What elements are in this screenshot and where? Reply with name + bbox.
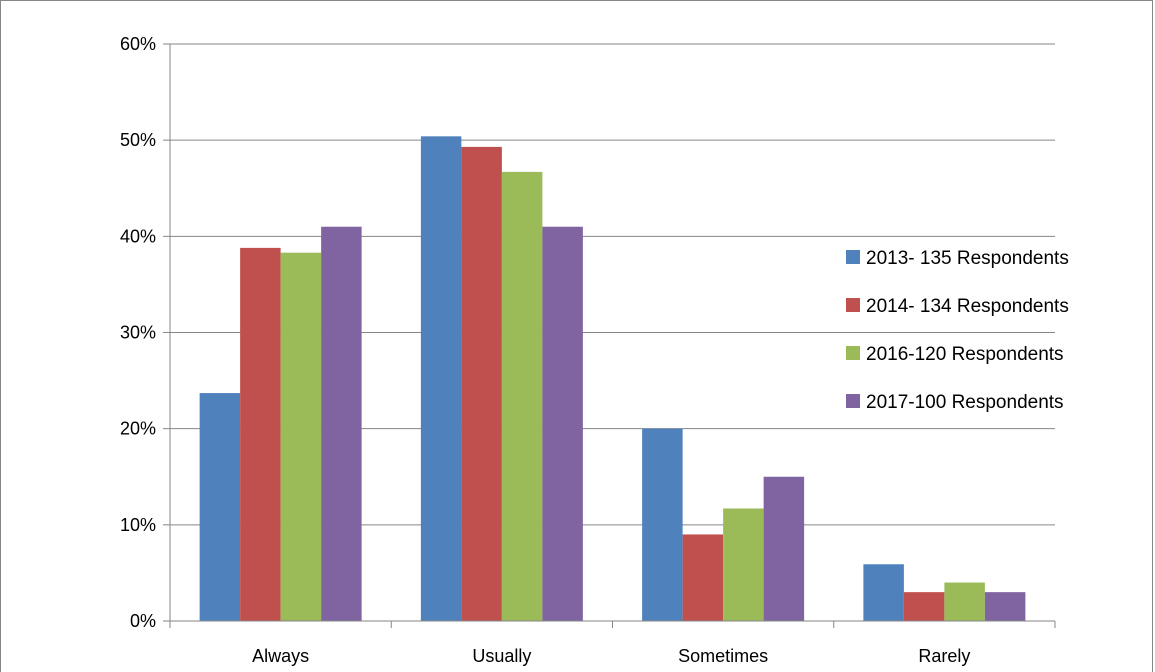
bar-rarely-series-4	[984, 592, 1026, 621]
bar-always-series-1	[199, 393, 241, 621]
legend-label: 2014- 134 Respondents	[866, 296, 1069, 317]
y-tick-label: 60%	[120, 34, 156, 54]
y-tick-label: 30%	[120, 323, 156, 343]
y-tick-label: 20%	[120, 419, 156, 439]
bar-usually-series-3	[501, 171, 543, 621]
x-tick-label: Sometimes	[678, 646, 768, 666]
x-tick-label: Always	[252, 646, 309, 666]
y-tick-label: 0%	[130, 611, 156, 631]
bar-rarely-series-2	[903, 592, 945, 621]
legend-label: 2017-100 Respondents	[866, 392, 1064, 413]
legend-label: 2016-120 Respondents	[866, 344, 1064, 365]
legend-swatch	[846, 394, 860, 408]
y-tick-label: 10%	[120, 515, 156, 535]
legend-swatch	[846, 250, 860, 264]
bar-usually-series-4	[542, 226, 583, 621]
x-tick-labels: Always Usually Sometimes Rarely	[252, 646, 970, 666]
bar-usually-series-1	[420, 136, 462, 621]
y-tick-label: 40%	[120, 226, 156, 246]
bar-sometimes-series-1	[642, 428, 683, 621]
bar-always-series-3	[280, 252, 322, 621]
legend: 2013- 135 Respondents 2014- 134 Responden…	[846, 248, 1069, 413]
bar-sometimes-series-4	[763, 476, 805, 621]
legend-item: 2016-120 Respondents	[846, 344, 1064, 365]
axes	[163, 43, 1056, 628]
legend-item: 2017-100 Respondents	[846, 392, 1064, 413]
bar-sometimes-series-3	[723, 508, 764, 621]
bars	[199, 136, 1026, 622]
bar-always-series-4	[321, 226, 362, 621]
bar-always-series-2	[240, 247, 281, 621]
legend-item: 2013- 135 Respondents	[846, 248, 1069, 269]
bar-rarely-series-3	[944, 582, 985, 621]
legend-swatch	[846, 346, 860, 360]
y-tick-label: 50%	[120, 130, 156, 150]
y-tick-labels: 0% 10% 20% 30% 40% 50% 60%	[120, 34, 156, 631]
legend-item: 2014- 134 Respondents	[846, 296, 1069, 317]
legend-swatch	[846, 298, 860, 312]
x-tick-label: Rarely	[918, 646, 970, 666]
x-tick-label: Usually	[472, 646, 531, 666]
bar-rarely-series-1	[863, 564, 904, 621]
legend-label: 2013- 135 Respondents	[866, 248, 1069, 269]
bar-usually-series-2	[461, 146, 502, 622]
bar-sometimes-series-2	[682, 534, 724, 621]
